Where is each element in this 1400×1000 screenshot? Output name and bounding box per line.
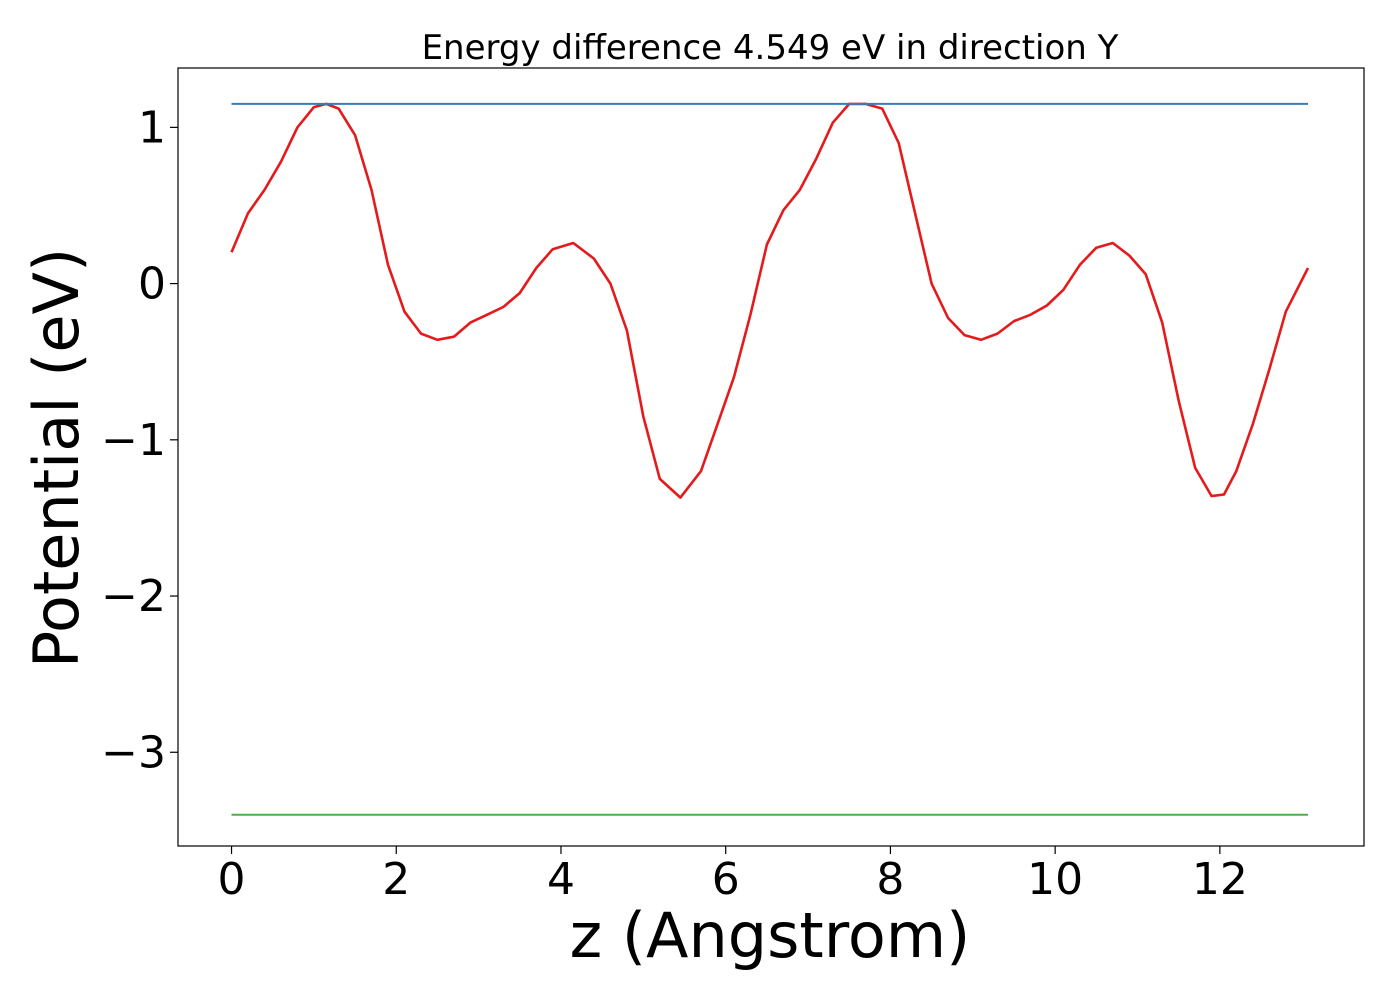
x-tick-label: 12 [1192,854,1248,905]
plot-area [177,67,1365,847]
x-tick-label: 0 [218,854,246,905]
x-tick-label: 4 [547,854,575,905]
x-tick-label: 2 [382,854,410,905]
x-axis: 0 2 4 6 8 10 12 [218,846,1248,905]
y-axis-label: Potential (eV) [20,248,93,668]
x-tick-label: 8 [876,854,904,905]
y-tick-label: −1 [101,415,166,466]
y-tick-label: 0 [138,259,166,310]
y-axis: 1 0 −1 −2 −3 [101,102,178,778]
plot-frame [177,67,1365,847]
series-line-0 [230,102,1310,499]
y-tick-label: −2 [101,571,166,622]
y-tick-label: −3 [101,727,166,778]
chart-title: Energy difference 4.549 eV in direction … [422,28,1119,68]
y-tick-label: 1 [138,102,166,153]
x-axis-label: z (Angstrom) [570,899,971,972]
x-tick-label: 6 [712,854,740,905]
x-tick-label: 10 [1027,854,1083,905]
